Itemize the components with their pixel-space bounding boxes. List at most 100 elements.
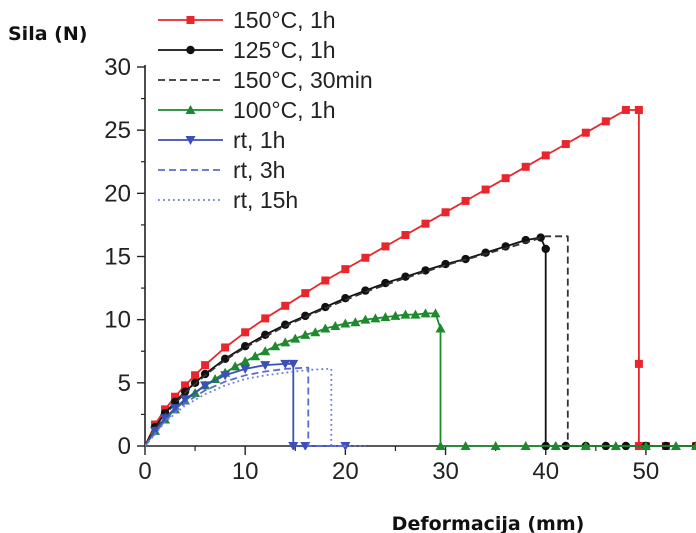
data-point [501, 174, 510, 183]
data-point [420, 308, 431, 318]
legend-label: 150°C, 1h [233, 7, 336, 33]
data-point [580, 441, 591, 450]
data-point [320, 323, 331, 333]
series-line [145, 236, 696, 447]
data-point [310, 327, 321, 337]
data-point [441, 208, 450, 217]
data-point [341, 265, 350, 274]
data-point [220, 371, 231, 381]
x-axis-title: Deformacija (mm) [392, 513, 585, 533]
x-tick-label: 40 [532, 458, 559, 485]
x-tick-label: 20 [332, 458, 359, 485]
data-point [430, 308, 441, 318]
data-point [240, 356, 251, 366]
legend-label: 150°C, 30min [233, 67, 373, 93]
data-point [201, 361, 210, 370]
y-tick-label: 30 [104, 54, 131, 81]
data-point [300, 329, 311, 339]
legend-label: rt, 15h [233, 187, 298, 213]
legend-label: rt, 3h [233, 157, 285, 183]
series-2 [145, 235, 696, 447]
data-point [280, 359, 291, 369]
data-point [341, 293, 350, 303]
series-1 [145, 233, 696, 450]
data-point [230, 361, 241, 371]
data-point [260, 346, 271, 356]
data-point [170, 404, 181, 414]
data-point [180, 395, 191, 405]
data-point [281, 320, 290, 329]
data-point [634, 105, 643, 114]
data-point [150, 426, 161, 436]
series-0 [145, 105, 696, 450]
data-point [350, 317, 361, 327]
data-point [321, 276, 330, 285]
data-point [581, 128, 590, 137]
data-point [621, 105, 630, 114]
data-point [550, 441, 561, 450]
y-tick-label: 10 [104, 307, 131, 334]
data-point [381, 242, 390, 251]
legend-marker [186, 45, 195, 55]
data-point [360, 314, 371, 324]
data-point [160, 414, 171, 424]
series-4 [145, 359, 351, 450]
data-point [170, 397, 180, 406]
data-point [400, 309, 411, 319]
x-tick-label: 50 [633, 458, 660, 485]
legend-marker [185, 105, 196, 114]
data-point [288, 442, 299, 450]
legend: 150°C, 1h 125°C, 1h 150°C, 30min 100°C, 1h r… [158, 7, 373, 213]
data-point [340, 318, 351, 328]
data-point [541, 151, 550, 160]
data-point [361, 286, 370, 295]
data-point [250, 351, 261, 361]
data-point [240, 364, 251, 374]
data-point [390, 310, 401, 320]
legend-label: 100°C, 1h [233, 97, 336, 123]
data-point [370, 313, 381, 323]
series-3 [145, 308, 696, 450]
data-point [290, 333, 301, 343]
data-point [521, 162, 530, 171]
data-point [200, 381, 211, 391]
data-point [241, 328, 250, 337]
series-line [145, 109, 696, 447]
y-axis-title: Sila (N) [8, 23, 87, 45]
series-5 [145, 366, 346, 447]
data-point [180, 387, 190, 396]
data-point [461, 196, 470, 205]
y-tick-label: 25 [104, 117, 131, 144]
legend-marker [186, 16, 195, 24]
data-point [670, 441, 681, 450]
data-point [221, 343, 230, 352]
legend-marker [185, 136, 196, 145]
data-point [288, 359, 299, 369]
data-point [281, 301, 290, 310]
x-tick-label: 30 [432, 458, 459, 485]
data-point [421, 219, 430, 228]
y-tick-label: 5 [118, 370, 131, 397]
data-point [301, 289, 310, 298]
data-point [541, 244, 550, 254]
data-point [481, 185, 490, 194]
data-point [361, 253, 370, 262]
data-point [520, 441, 531, 450]
data-point [640, 441, 651, 450]
series-line [145, 312, 696, 447]
data-point [261, 330, 270, 340]
plot-series [145, 105, 696, 450]
legend-label: rt, 1h [233, 127, 285, 153]
series-line [145, 366, 346, 447]
data-point [536, 233, 545, 242]
x-tick-label: 0 [138, 458, 151, 485]
data-point [260, 361, 271, 371]
data-point [301, 311, 310, 321]
data-point [634, 359, 643, 368]
data-point [601, 117, 610, 126]
legend-label: 125°C, 1h [233, 37, 336, 63]
y-tick-label: 15 [104, 244, 131, 271]
y-tick-label: 0 [118, 433, 131, 460]
data-point [191, 371, 200, 380]
